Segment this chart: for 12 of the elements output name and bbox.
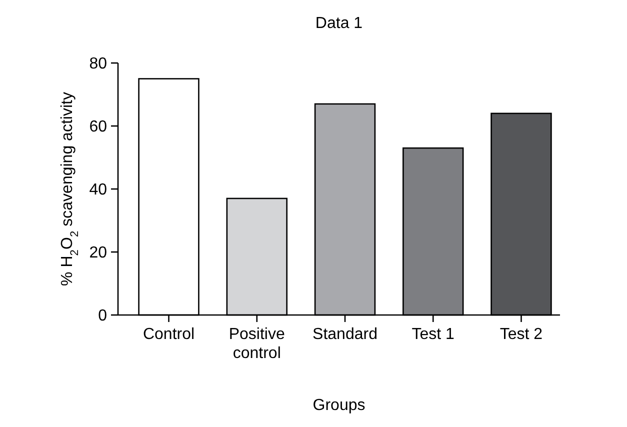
- y-tick-label: 40: [89, 182, 108, 199]
- y-tick-label: 80: [89, 56, 108, 73]
- y-tick-label: 60: [89, 118, 108, 136]
- chart-title: Data 1: [315, 15, 363, 32]
- y-tick-label: 20: [89, 244, 108, 262]
- x-tick-label: Standard: [312, 326, 378, 343]
- x-tick-label: Test 1: [412, 326, 455, 343]
- x-tick-label: Positive control: [228, 326, 285, 362]
- y-tick-label: 0: [98, 308, 108, 325]
- x-tick-label: Control: [142, 326, 195, 343]
- x-axis-title: Groups: [312, 397, 366, 414]
- x-tick-label: Test 2: [500, 326, 543, 343]
